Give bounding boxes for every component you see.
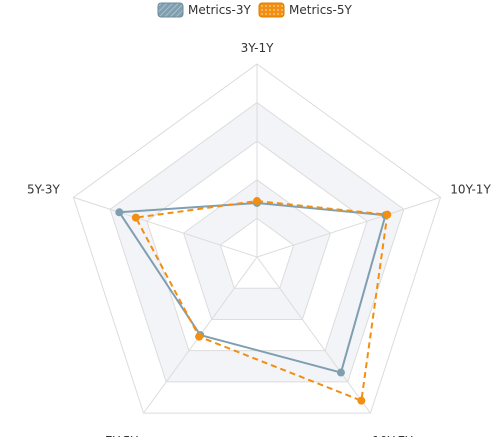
legend-label-metrics-3y: Metrics-3Y <box>188 3 252 17</box>
axis-line-2 <box>256 256 371 414</box>
axis-label-7y-5y: 7Y-5Y <box>105 434 139 437</box>
data-point-metrics-3y-10y-7y[interactable] <box>336 368 345 377</box>
data-point-metrics-5y-3y-1y[interactable] <box>253 197 261 206</box>
axis-line-1 <box>256 196 441 258</box>
series-metrics-5y <box>131 197 392 405</box>
axis-label-10y-1y: 10Y-1Y <box>450 182 491 196</box>
series-line-metrics-3y <box>118 201 387 374</box>
axis-line-4 <box>73 196 258 258</box>
axis-label-10y-7y: 10Y-7Y <box>372 434 413 437</box>
axis-label-5y-3y: 5Y-3Y <box>27 182 61 196</box>
legend-swatch-metrics-3y <box>157 2 184 18</box>
data-point-metrics-5y-7y-5y[interactable] <box>195 332 204 341</box>
data-point-metrics-5y-5y-3y[interactable] <box>131 213 140 222</box>
legend-swatch-metrics-5y <box>258 2 285 18</box>
radar-axes <box>73 64 441 414</box>
legend-label-metrics-5y: Metrics-5Y <box>289 3 353 17</box>
data-point-metrics-5y-10y-1y[interactable] <box>383 210 392 219</box>
legend-item-metrics-3y[interactable]: Metrics-3Y <box>157 2 252 18</box>
legend-item-metrics-5y[interactable]: Metrics-5Y <box>258 2 353 18</box>
legend: Metrics-3Y Metrics-5Y <box>157 2 353 18</box>
data-point-metrics-3y-5y-3y[interactable] <box>115 208 124 217</box>
axis-label-3y-1y: 3Y-1Y <box>241 41 275 55</box>
radar-axis-labels: 3Y-1Y 10Y-1Y 10Y-7Y 7Y-5Y 5Y-3Y <box>27 41 491 437</box>
data-point-metrics-5y-10y-7y[interactable] <box>357 396 366 405</box>
radar-series <box>115 197 392 405</box>
